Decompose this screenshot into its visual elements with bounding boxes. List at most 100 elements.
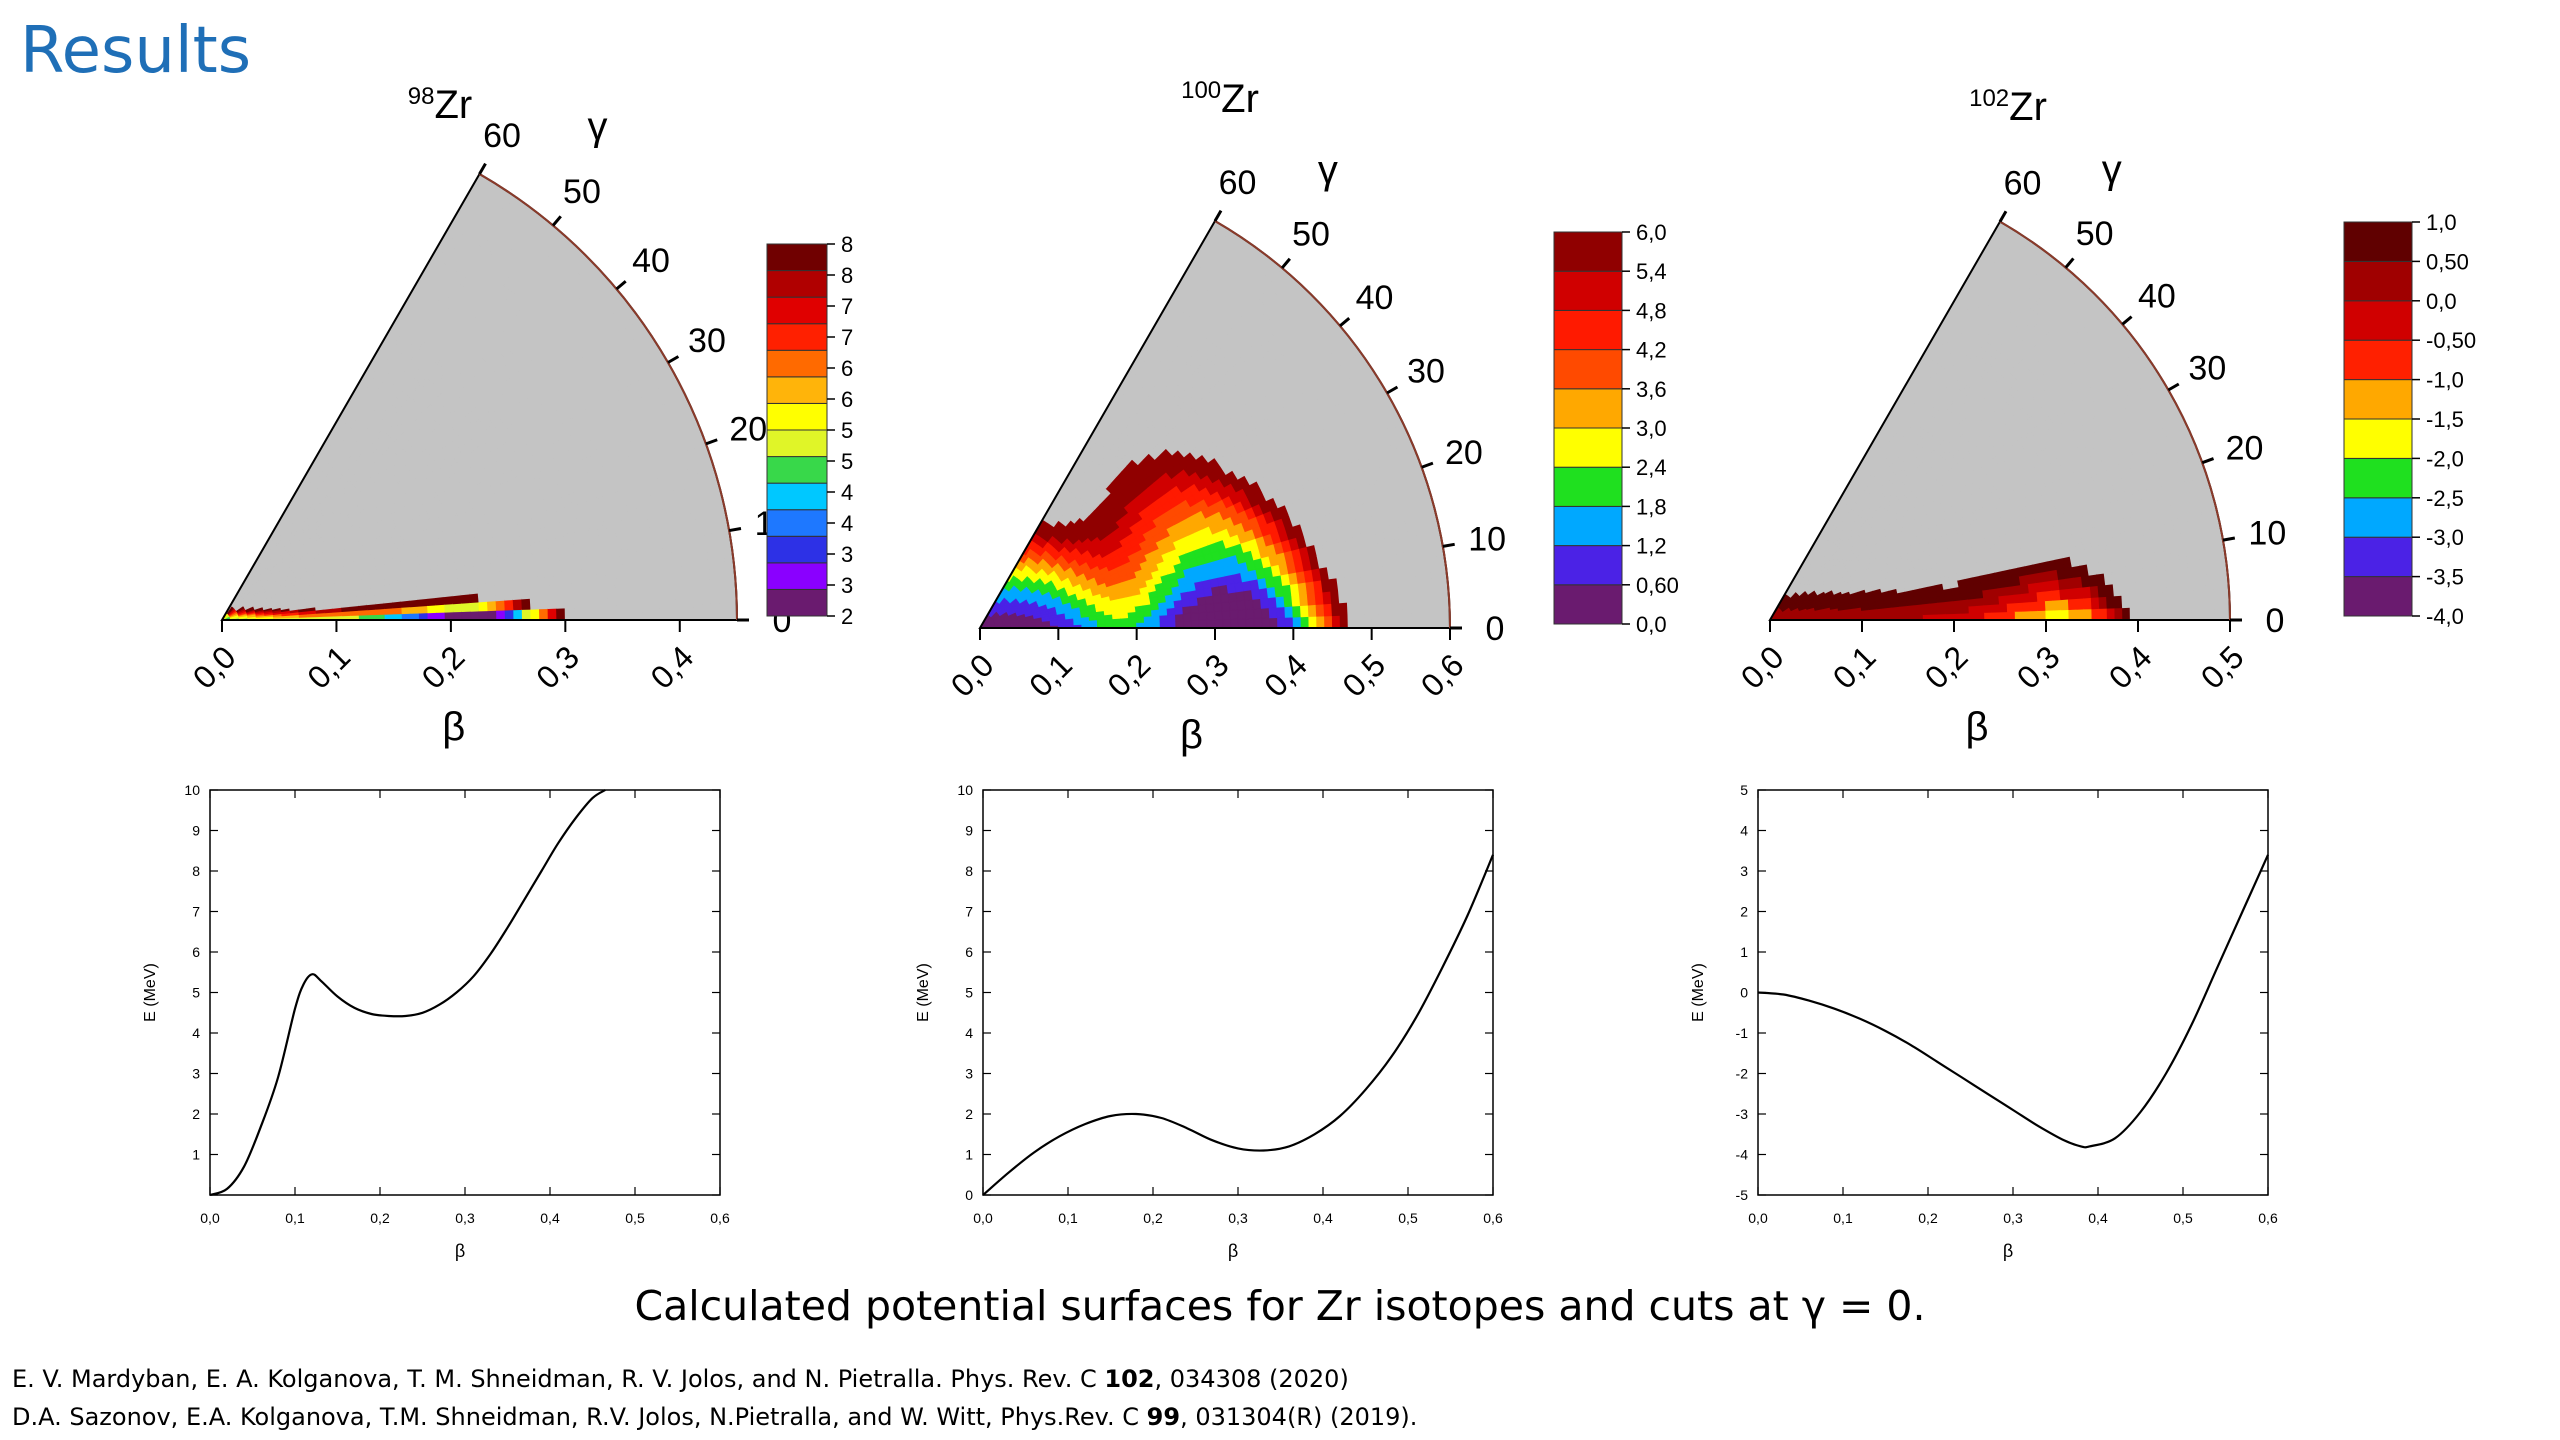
contour-cell [2051, 589, 2062, 601]
contour-cell [1244, 598, 1254, 610]
contour-cell [2053, 609, 2062, 621]
contour-cell [418, 605, 429, 614]
contour-cell [1245, 608, 1255, 620]
contour-cell [641, 604, 652, 621]
colorbar-band [766, 509, 828, 537]
contour-cell [1960, 598, 1970, 608]
contour-cell [444, 611, 455, 621]
contour-cell [1213, 610, 1224, 621]
contour-cell [478, 610, 489, 621]
contour-cell [1221, 610, 1231, 620]
contour-cell [1167, 613, 1177, 622]
colorbar-band [766, 376, 828, 404]
contour-cell [1998, 602, 2008, 613]
contour-cell [1370, 599, 1380, 615]
isotope-element: Zr [434, 83, 472, 127]
contour-cell [418, 612, 429, 621]
contour-cell [1268, 606, 1278, 619]
colorbar-label: 3 [841, 542, 853, 567]
contour-cell [623, 590, 635, 607]
contour-cell [1276, 606, 1286, 619]
contour-cell [1990, 595, 2000, 605]
gamma-tick-label: 50 [1292, 215, 1330, 253]
contour-cell [556, 607, 566, 621]
contour-cell [616, 605, 626, 621]
contour-cell [1308, 615, 1318, 629]
colorbar-label: 2 [841, 604, 853, 629]
colorbar-label: 4 [841, 511, 853, 536]
contour-cell [1409, 596, 1419, 614]
contour-cell [1961, 612, 1970, 621]
colorbar-band [766, 296, 828, 325]
contour-cell [434, 596, 446, 606]
contour-cell [606, 592, 618, 607]
contour-cell [1331, 602, 1341, 617]
contour-cell [1206, 611, 1216, 621]
contour-cell [2075, 597, 2085, 610]
gamma-tick-label: 60 [483, 117, 521, 155]
colorbar-band [1553, 349, 1623, 390]
contour-cell [572, 594, 583, 609]
contour-cell [701, 602, 712, 621]
contour-cell [1363, 613, 1373, 629]
contour-cell [624, 605, 635, 621]
contour-cell [538, 608, 549, 621]
contour-cell [1183, 620, 1192, 629]
colorbar-band [766, 349, 828, 378]
contour-cell [1323, 602, 1333, 617]
colorbar-label: 2,4 [1636, 455, 1667, 480]
gamma-tick [615, 280, 627, 291]
colorbar-label: 6 [841, 356, 853, 381]
contour-cell [451, 586, 462, 597]
colorbar-band [1553, 466, 1623, 507]
contour-cell [1175, 620, 1185, 629]
beta-tick-label: 0,2 [415, 639, 472, 696]
contour-cell [1198, 611, 1208, 621]
contour-cell [1960, 605, 1970, 614]
contour-cell [1214, 619, 1224, 629]
beta-tick-label: 0,0 [944, 647, 1001, 704]
colorbar-band [766, 535, 828, 564]
slide-title: Results [20, 14, 252, 88]
isotope-element: Zr [1221, 77, 1259, 121]
gamma-tick-label: 10 [1468, 521, 1506, 559]
contour-cell [545, 584, 557, 598]
contour-cell [710, 602, 721, 621]
colorbar-band [1553, 545, 1623, 586]
contour-cell [1967, 597, 1977, 607]
contour-cell [718, 584, 729, 604]
contour-cell [1299, 604, 1310, 618]
contour-cell [1292, 616, 1302, 629]
contour-cell [1417, 596, 1427, 614]
contour-cell [452, 602, 463, 613]
gamma-tick [551, 215, 562, 227]
beta-axis-label: β [1180, 713, 1203, 757]
contour-cell [1237, 608, 1247, 620]
contour-cell [459, 584, 471, 596]
contour-cell [1346, 601, 1357, 616]
contour-cell [1230, 618, 1239, 629]
contour-cell [564, 607, 575, 621]
colorbar-label: 1,8 [1636, 494, 1667, 519]
contour-cell [598, 592, 609, 608]
contour-cell [1159, 614, 1169, 623]
contour-cell [469, 601, 480, 612]
gamma-tick-label: 40 [1356, 279, 1394, 317]
gamma-tick [667, 355, 680, 364]
contour-cell [1989, 587, 2000, 598]
gamma-tick-label: 50 [563, 173, 601, 211]
contour-cell [2036, 590, 2046, 602]
contour-cell [590, 606, 601, 621]
contour-cell [605, 578, 617, 594]
contour-cell [1378, 613, 1388, 629]
contour-cell [468, 583, 479, 595]
contour-cell [1206, 619, 1216, 629]
contour-cell [427, 612, 438, 621]
contour-cell [1922, 608, 1932, 616]
contour-cell [1441, 611, 1451, 629]
colorbar-label: 0,0 [1636, 612, 1667, 637]
contour-cell [1267, 596, 1278, 609]
contour-cell [1401, 597, 1412, 614]
contour-cell [1394, 612, 1404, 629]
colorbar-band [1553, 309, 1623, 351]
